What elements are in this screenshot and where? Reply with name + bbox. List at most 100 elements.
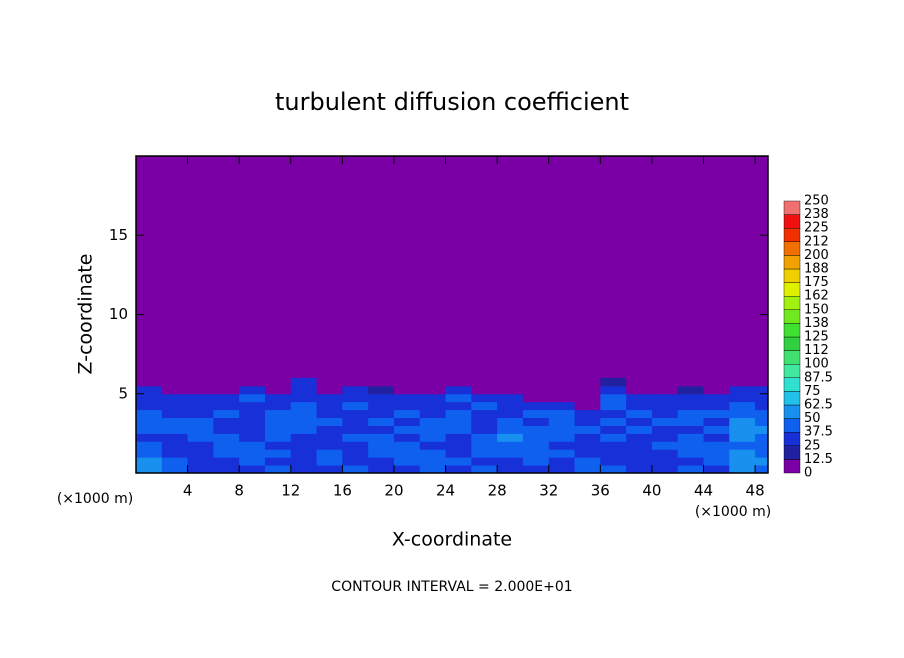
field-cell: [729, 417, 756, 426]
colorbar-swatch: [783, 459, 801, 474]
field-cell: [729, 393, 756, 403]
field-cell: [755, 417, 768, 426]
field-cell: [677, 393, 705, 403]
field-cell: [136, 433, 163, 442]
field-cell: [187, 457, 214, 466]
x-tick-label: 20: [384, 482, 403, 500]
field-cell: [161, 425, 189, 434]
field-cell: [290, 425, 318, 434]
field-cell: [161, 441, 189, 450]
field-cell: [626, 393, 653, 403]
field-cell: [548, 433, 576, 442]
field-cell: [239, 401, 266, 411]
x-tick-label: 12: [281, 482, 300, 500]
field-cell: [703, 409, 730, 419]
field-cell: [161, 385, 189, 395]
field-cell: [522, 441, 550, 450]
field-cell: [497, 449, 524, 458]
field-cell: [522, 425, 550, 434]
colorbar-label: 37.5: [804, 425, 833, 440]
field-cell: [342, 401, 369, 411]
colorbar-label: 62.5: [804, 398, 833, 413]
field-cell: [264, 377, 292, 387]
field-cell: [522, 417, 550, 426]
field-cell: [703, 401, 730, 411]
field-cell: [213, 425, 240, 434]
field-cell: [419, 401, 447, 411]
field-cell: [316, 425, 343, 434]
contour-note: CONTOUR INTERVAL = 2.000E+01: [331, 579, 572, 595]
field-cell: [600, 393, 627, 403]
colorbar-swatch: [783, 364, 801, 379]
field-cell: [677, 457, 705, 466]
field-cell: [497, 465, 524, 473]
field-cell: [651, 425, 679, 434]
field-cell: [548, 457, 576, 466]
field-cell: [161, 393, 189, 403]
x-tick-label: 28: [488, 482, 507, 500]
field-cell: [342, 465, 369, 473]
field-cell: [393, 409, 421, 419]
x-tick-label: 8: [234, 482, 244, 500]
field-cell: [677, 441, 705, 450]
field-cell: [213, 433, 240, 442]
field-cell: [239, 393, 266, 403]
field-cell: [574, 465, 601, 473]
colorbar-swatch: [783, 309, 801, 324]
field-cell: [342, 377, 369, 387]
field-cell: [626, 417, 653, 426]
field-cell: [626, 441, 653, 450]
unit-label: (×1000 m): [57, 491, 133, 507]
field-cell: [368, 441, 395, 450]
field-cell: [419, 433, 447, 442]
field-cell: [239, 433, 266, 442]
field-cell: [497, 457, 524, 466]
colorbar-swatch: [783, 323, 801, 338]
colorbar-swatch: [783, 391, 801, 406]
field-cell: [264, 393, 292, 403]
colorbar-label: 175: [804, 275, 829, 290]
field-cell: [703, 377, 730, 387]
field-cell: [755, 401, 768, 411]
field-cell: [677, 449, 705, 458]
colorbar-swatch: [783, 296, 801, 311]
chart-title: turbulent diffusion coefficient: [275, 88, 629, 116]
field-cell: [161, 409, 189, 419]
field-cell: [548, 441, 576, 450]
field-cell: [264, 449, 292, 458]
field-cell: [445, 425, 472, 434]
x-tick-label: 24: [436, 482, 455, 500]
y-axis-label: Z-coordinate: [75, 254, 97, 375]
field-cell: [213, 377, 240, 387]
field-cell: [368, 377, 395, 387]
field-cell: [316, 465, 343, 473]
colorbar-swatch: [783, 214, 801, 229]
field-cell: [600, 441, 627, 450]
field-cell: [651, 377, 679, 387]
field-cell: [729, 409, 756, 419]
field-cell: [677, 433, 705, 442]
field-cell: [703, 433, 730, 442]
x-tick-label: 40: [642, 482, 661, 500]
field-cell: [136, 393, 163, 403]
x-tick-label: 16: [333, 482, 352, 500]
field-cell: [393, 441, 421, 450]
colorbar-swatch: [783, 418, 801, 433]
field-cell: [729, 441, 756, 450]
field-cell: [213, 393, 240, 403]
field-cell: [471, 409, 498, 419]
field-cell: [703, 449, 730, 458]
field-cell: [755, 377, 768, 387]
field-cell: [239, 417, 266, 426]
colorbar-label: 238: [804, 207, 829, 222]
field-cell: [548, 385, 576, 395]
field-cell: [239, 385, 266, 395]
field-cell: [497, 393, 524, 403]
field-cell: [239, 465, 266, 473]
field-cell: [161, 449, 189, 458]
field-cell: [600, 457, 627, 466]
field-cell: [755, 425, 768, 434]
field-cell: [574, 377, 601, 387]
field-cell: [755, 409, 768, 419]
field-cell: [651, 401, 679, 411]
